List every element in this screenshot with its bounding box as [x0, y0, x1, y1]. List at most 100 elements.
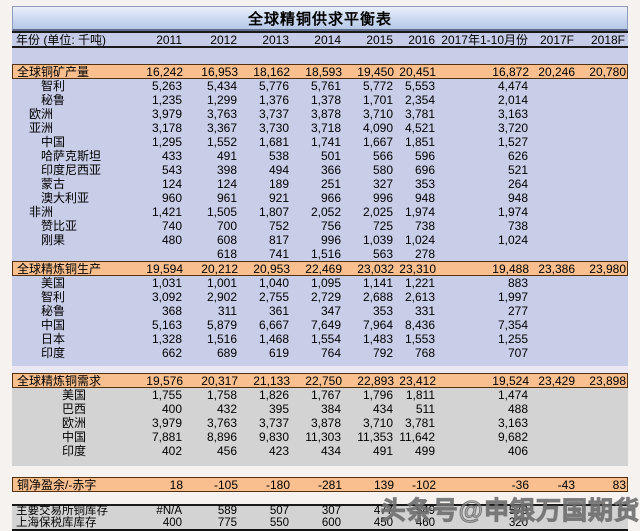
row-label: 智利	[41, 79, 66, 93]
value-cell: 707	[507, 346, 528, 360]
value-cell: 3,979	[151, 107, 182, 121]
value-cell: 1,421	[151, 205, 182, 219]
value-cell: 1,328	[151, 332, 182, 346]
value-cell: 2,014	[497, 93, 528, 107]
spacer-row	[12, 458, 628, 466]
value-cell: 20,953	[253, 261, 290, 276]
value-cell: 22,750	[305, 373, 342, 388]
value-cell: 3,781	[404, 107, 435, 121]
value-cell: 400	[162, 516, 182, 529]
value-cell: 538	[268, 149, 289, 163]
value-cell: 4,474	[497, 79, 528, 93]
value-cell: 511	[415, 402, 435, 416]
watermark: 头条号@申银万国期货	[380, 497, 640, 526]
value-cell: -43	[557, 477, 575, 492]
value-cell: 7,354	[497, 318, 528, 332]
value-cell: 764	[320, 346, 341, 360]
value-cell: 921	[268, 191, 289, 205]
value-cell: -180	[265, 477, 290, 492]
value-cell: 19,594	[146, 261, 183, 276]
value-cell: 23,980	[589, 261, 626, 276]
value-cell: 775	[217, 516, 237, 529]
value-cell: 2,025	[362, 205, 393, 219]
table-row: 欧洲 3,979 3,763 3,737 3,878 3,710 3,781 3,163	[12, 107, 628, 121]
value-cell: 18,593	[305, 64, 342, 79]
value-cell: 251	[320, 177, 341, 191]
value-cell: 488	[507, 402, 528, 416]
value-cell: 2,688	[362, 290, 393, 304]
table-title: 全球精铜供求平衡表	[12, 6, 628, 31]
value-cell: 23,412	[399, 373, 436, 388]
value-cell: 2,354	[404, 93, 435, 107]
value-cell: 491	[216, 149, 237, 163]
value-cell: 1,552	[206, 135, 237, 149]
table-row: 秘鲁 1,235 1,299 1,376 1,378 1,701 2,354 2,014	[12, 93, 628, 107]
value-cell: 3,878	[310, 107, 341, 121]
value-cell: 5,772	[362, 79, 393, 93]
value-cell: 331	[414, 304, 435, 318]
net-balance-row-container: 铜净盈余/-赤字 18 -105 -180 -281 139 -102 -36 -43 83	[12, 477, 628, 492]
row-label: 哈萨克斯坦	[41, 149, 102, 163]
value-cell: 477	[373, 505, 393, 517]
value-cell: 1,221	[404, 276, 435, 290]
row-label: 上海保税库库存	[16, 516, 97, 529]
value-cell: 1,001	[206, 276, 237, 290]
value-cell: 11,303	[305, 430, 341, 444]
value-cell: 22,469	[305, 261, 342, 276]
value-cell: 460	[415, 516, 435, 529]
value-cell: 1,667	[362, 135, 393, 149]
value-cell: 1,527	[497, 135, 528, 149]
value-cell: 480	[161, 233, 182, 247]
row-label: 巴西	[62, 402, 87, 416]
value-cell: 23,898	[589, 373, 626, 388]
section-header-row: 全球精炼铜需求 19,576 20,317 21,133 22,750 22,893 23,…	[12, 373, 628, 388]
value-cell: -36	[511, 477, 529, 492]
value-cell: 1,974	[404, 205, 435, 219]
value-cell: 16,242	[146, 64, 183, 79]
value-cell: 2,755	[258, 290, 289, 304]
value-cell: 1,807	[258, 205, 289, 219]
value-cell: 580	[372, 163, 393, 177]
value-cell: 19,576	[146, 373, 183, 388]
value-cell: #N/A	[156, 505, 182, 517]
value-cell: 3,878	[310, 416, 341, 430]
value-cell: 1,095	[310, 276, 341, 290]
value-cell: 768	[414, 346, 435, 360]
value-cell: 278	[414, 247, 435, 261]
value-cell: 600	[321, 516, 341, 529]
value-cell: 1,505	[206, 205, 237, 219]
value-cell: 738	[414, 219, 435, 233]
value-cell: 23,429	[538, 373, 575, 388]
section-refined-production: 全球精炼铜生产 19,594 20,212 20,953 22,469 23,032 23,…	[12, 261, 628, 360]
value-cell: 1,767	[310, 388, 341, 402]
value-cell: 5,761	[310, 79, 341, 93]
table-row: 澳大利亚 960 961 921 966 996 948 948	[12, 191, 628, 205]
spacer-row	[12, 466, 628, 477]
value-cell: 5,776	[258, 79, 289, 93]
value-cell: 948	[507, 191, 528, 205]
value-cell: 395	[268, 402, 289, 416]
value-cell: 3,367	[206, 121, 237, 135]
value-cell: 1,681	[258, 135, 289, 149]
row-label: 印度	[62, 444, 87, 458]
value-cell: 1,039	[362, 233, 393, 247]
row-label: 中国	[41, 135, 66, 149]
value-cell: 11,353	[357, 430, 393, 444]
value-cell: 20,780	[589, 64, 626, 79]
table-row: 印度尼西亚 543 398 494 366 580 696 521	[12, 163, 628, 177]
row-label: 欧洲	[29, 107, 54, 121]
value-cell: 1,141	[362, 276, 393, 290]
year-column-header: 2012	[210, 32, 237, 47]
table-row: 巴西 400 432 395 384 434 511 488	[12, 402, 628, 416]
year-column-header: 2016	[408, 32, 435, 47]
value-cell: 139	[373, 477, 394, 492]
value-cell: 1,758	[206, 388, 237, 402]
value-cell: 550	[269, 516, 289, 529]
table-row: 智利 5,263 5,434 5,776 5,761 5,772 5,553 4,474	[12, 79, 628, 93]
section-mine-production: 全球铜矿产量 16,242 16,953 18,162 18,593 19,450 20,4…	[12, 64, 628, 261]
year-column-header: 2011	[156, 32, 182, 47]
value-cell: 19,488	[492, 261, 529, 276]
value-cell: 23,386	[538, 261, 575, 276]
value-cell: 423	[268, 444, 289, 458]
value-cell: 792	[372, 346, 393, 360]
